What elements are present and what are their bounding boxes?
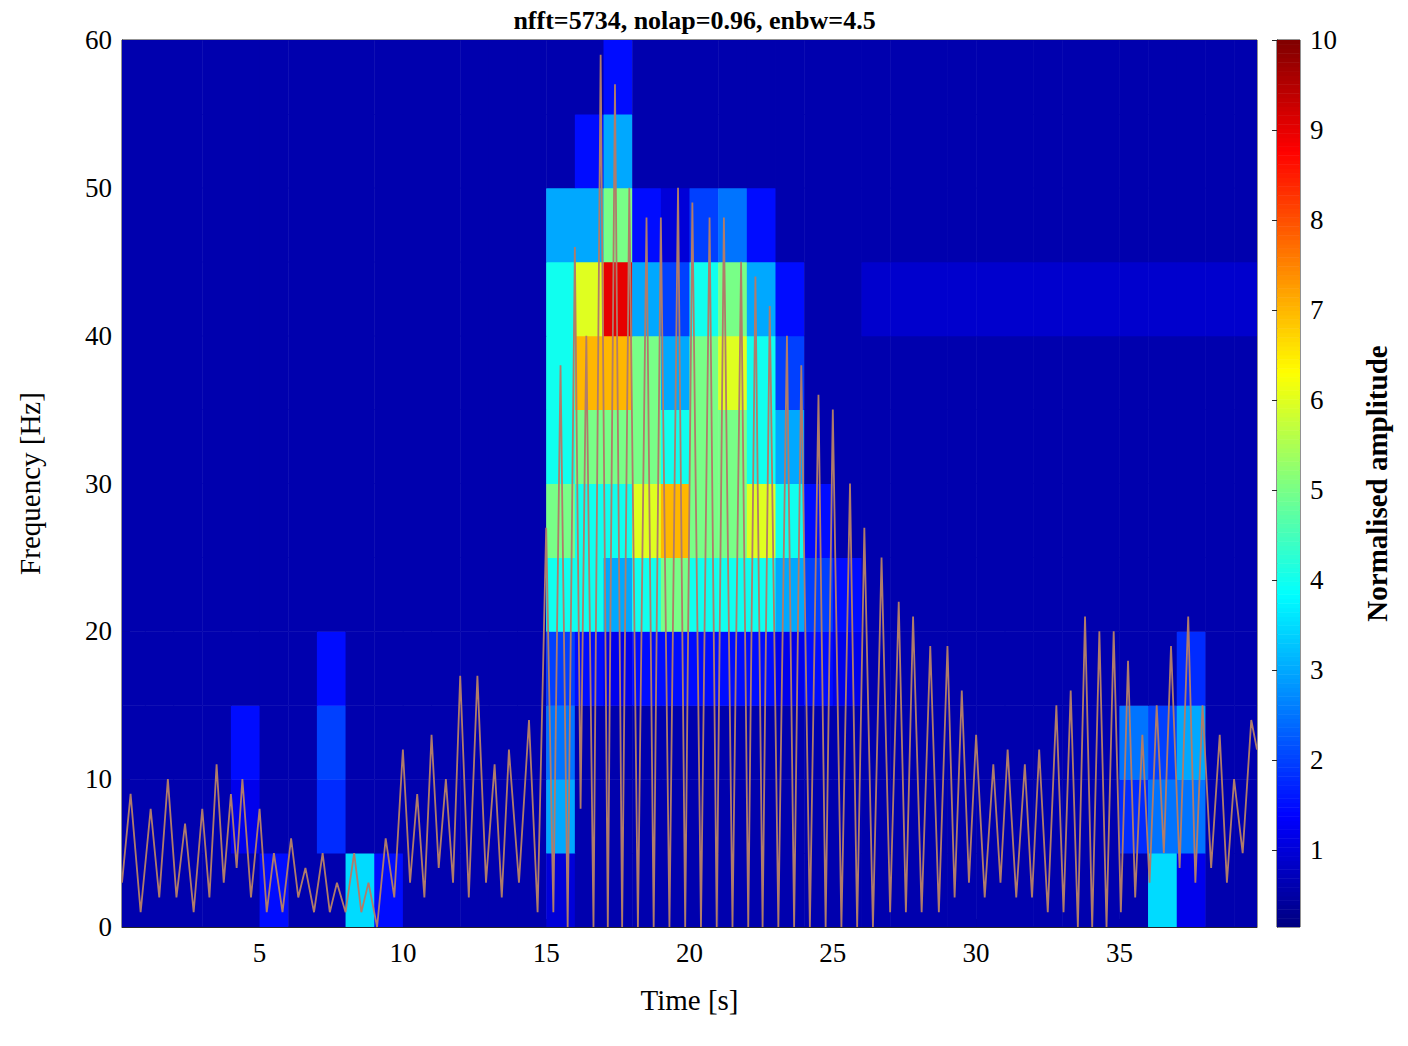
svg-text:2: 2 bbox=[1310, 745, 1324, 775]
svg-text:4: 4 bbox=[1310, 565, 1324, 595]
svg-text:0: 0 bbox=[99, 912, 113, 942]
svg-text:6: 6 bbox=[1310, 385, 1324, 415]
svg-text:10: 10 bbox=[389, 938, 416, 968]
svg-text:10: 10 bbox=[1310, 25, 1337, 55]
svg-text:40: 40 bbox=[85, 321, 112, 351]
svg-text:30: 30 bbox=[963, 938, 990, 968]
svg-text:50: 50 bbox=[85, 173, 112, 203]
svg-text:Frequency [Hz]: Frequency [Hz] bbox=[14, 392, 46, 575]
svg-text:35: 35 bbox=[1106, 938, 1133, 968]
svg-text:Normalised amplitude: Normalised amplitude bbox=[1361, 345, 1393, 621]
svg-text:20: 20 bbox=[676, 938, 703, 968]
svg-text:10: 10 bbox=[85, 764, 112, 794]
svg-text:15: 15 bbox=[533, 938, 560, 968]
svg-text:30: 30 bbox=[85, 469, 112, 499]
svg-text:9: 9 bbox=[1310, 115, 1324, 145]
svg-text:5: 5 bbox=[253, 938, 267, 968]
svg-text:7: 7 bbox=[1310, 295, 1324, 325]
svg-text:5: 5 bbox=[1310, 475, 1324, 505]
svg-text:8: 8 bbox=[1310, 205, 1324, 235]
svg-text:Time [s]: Time [s] bbox=[640, 984, 738, 1016]
svg-text:20: 20 bbox=[85, 616, 112, 646]
svg-text:60: 60 bbox=[85, 25, 112, 55]
svg-text:1: 1 bbox=[1310, 835, 1324, 865]
svg-text:25: 25 bbox=[819, 938, 846, 968]
svg-text:nfft=5734, nolap=0.96, enbw=4.: nfft=5734, nolap=0.96, enbw=4.5 bbox=[513, 6, 875, 35]
svg-text:3: 3 bbox=[1310, 655, 1324, 685]
